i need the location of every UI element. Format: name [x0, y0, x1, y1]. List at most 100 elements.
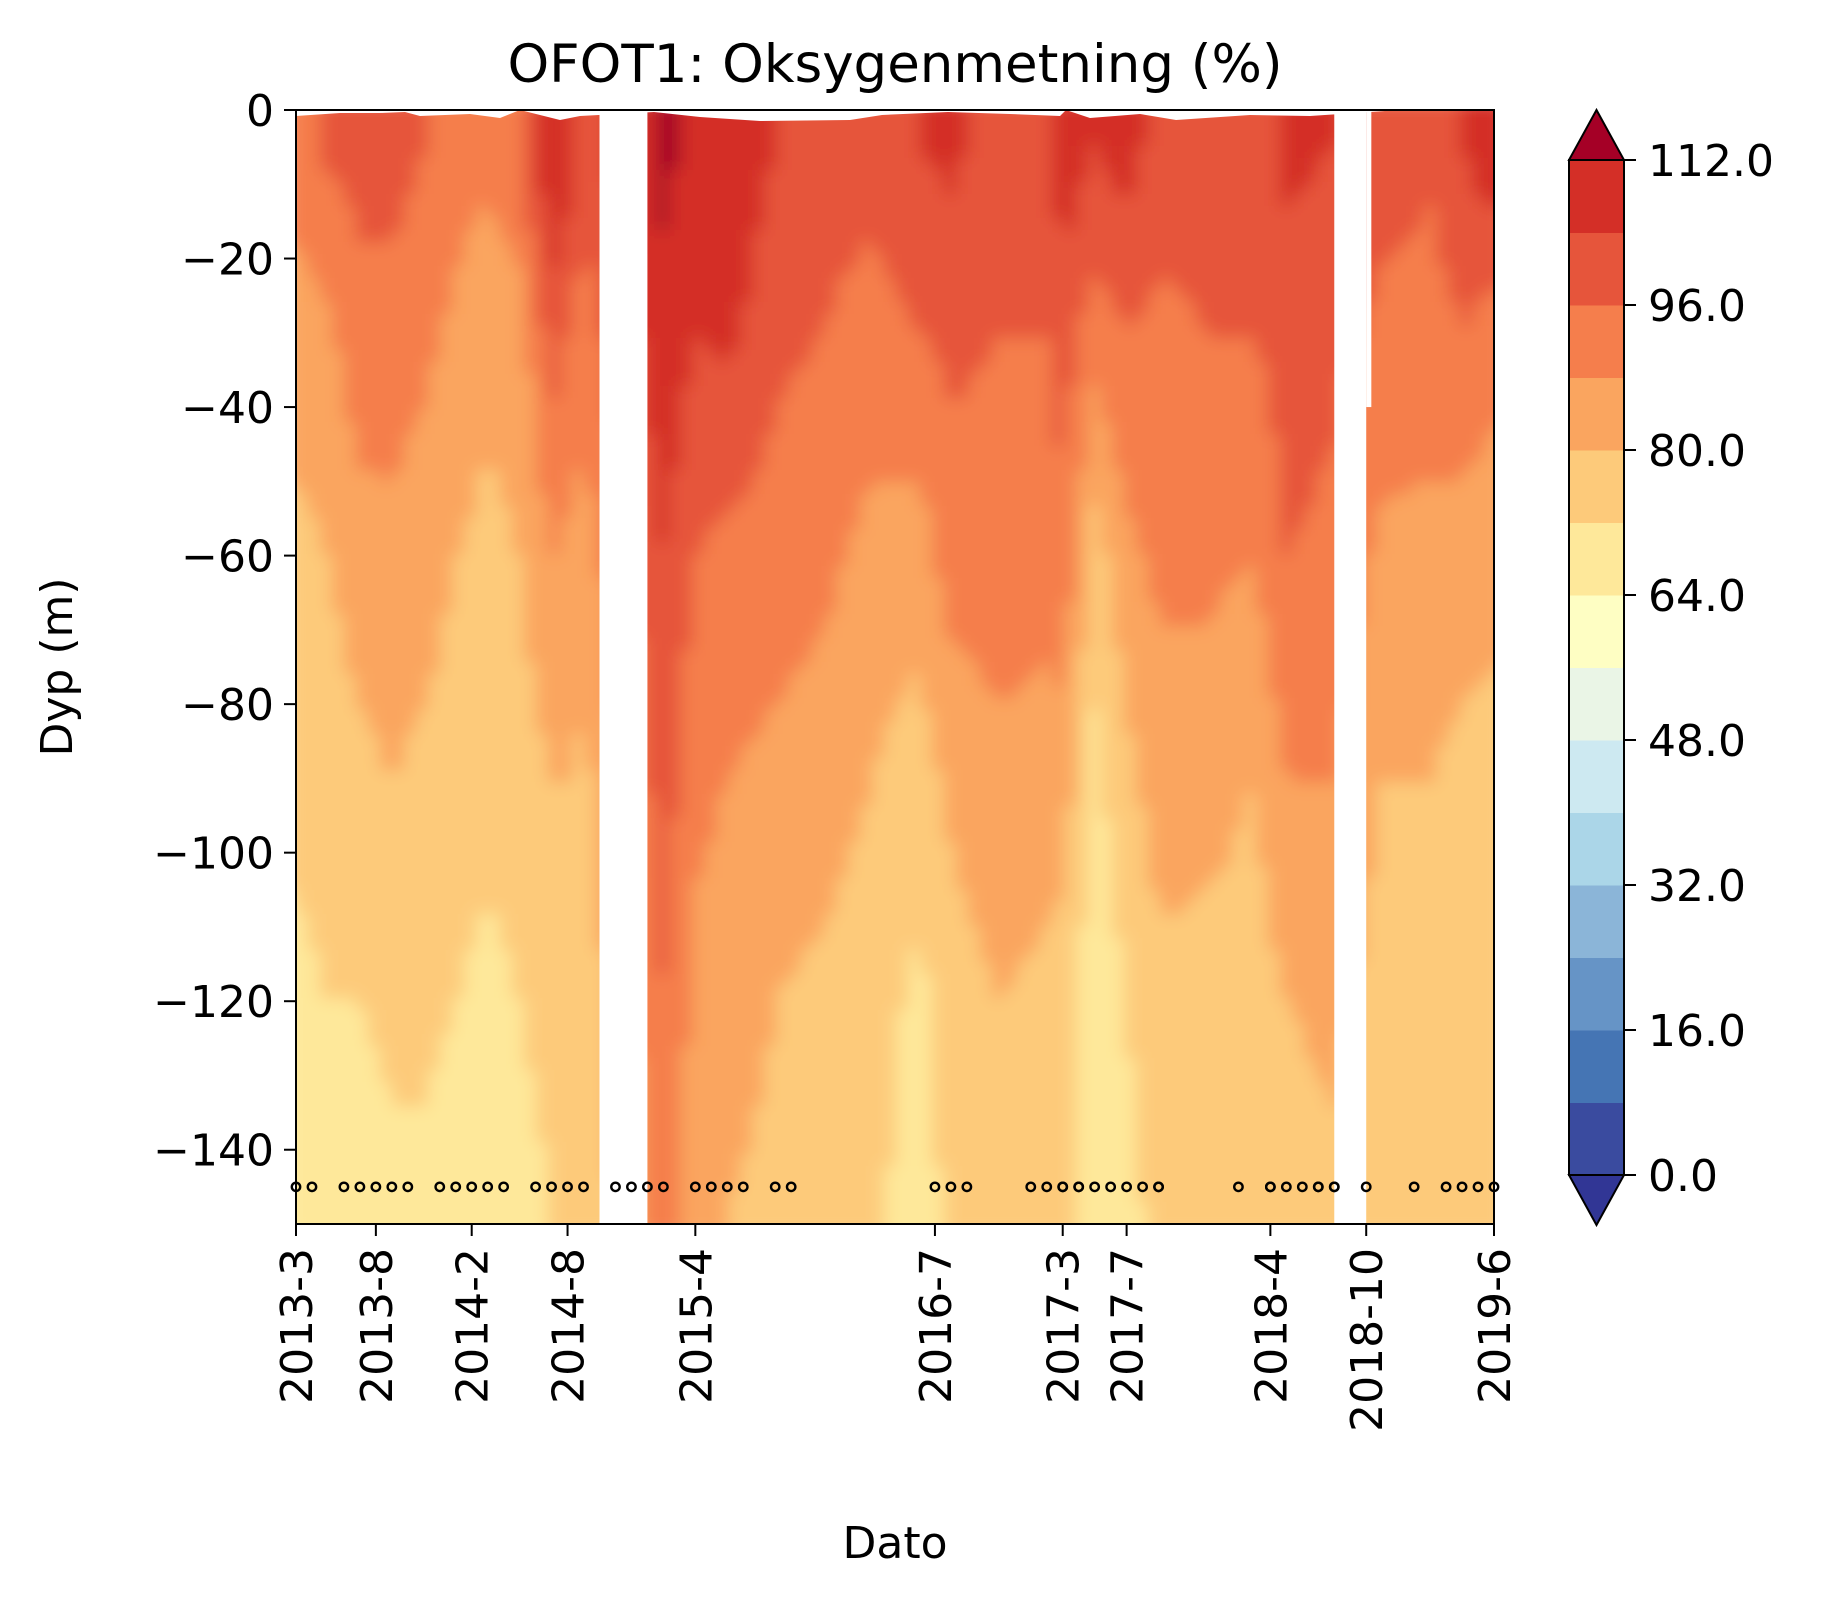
- heat-cell: [716, 1070, 729, 1083]
- heat-cell: [524, 518, 537, 531]
- heat-cell: [872, 890, 885, 903]
- heat-cell: [500, 1022, 513, 1035]
- heat-cell: [500, 1226, 513, 1239]
- heat-cell: [668, 446, 681, 459]
- heat-cell: [320, 434, 333, 447]
- heat-cell: [320, 938, 333, 951]
- heat-cell: [428, 554, 441, 567]
- heat-cell: [560, 962, 573, 975]
- heat-cell: [752, 386, 765, 399]
- heat-cell: [452, 998, 465, 1011]
- heat-cell: [800, 746, 813, 759]
- heat-cell: [356, 1190, 369, 1203]
- heat-cell: [884, 1106, 897, 1119]
- heat-cell: [392, 170, 405, 183]
- heat-cell: [440, 434, 453, 447]
- heat-cell: [548, 674, 561, 687]
- heat-cell: [356, 1214, 369, 1224]
- heat-cell: [752, 542, 765, 555]
- heat-cell: [440, 926, 453, 939]
- heat-cell: [344, 446, 357, 459]
- heat-cell: [800, 470, 813, 483]
- heat-cell: [452, 266, 465, 279]
- heat-cell: [848, 266, 861, 279]
- heat-cell: [500, 266, 513, 279]
- heat-cell: [548, 614, 561, 627]
- heat-cell: [368, 938, 381, 951]
- heat-cell: [884, 1166, 897, 1179]
- heat-cell: [548, 110, 561, 123]
- heat-cell: [788, 254, 801, 267]
- heat-cell: [716, 398, 729, 411]
- heat-cell: [452, 1190, 465, 1203]
- heat-cell: [656, 1202, 669, 1215]
- heat-cell: [344, 134, 357, 147]
- heat-cell: [800, 734, 813, 747]
- heat-cell: [584, 290, 597, 303]
- heat-cell: [524, 458, 537, 471]
- heat-cell: [524, 710, 537, 723]
- heat-cell: [428, 1130, 441, 1143]
- heat-cell: [560, 122, 573, 135]
- heat-cell: [392, 410, 405, 423]
- heat-cell: [860, 662, 873, 675]
- heat-cell: [812, 338, 825, 351]
- heat-cell: [824, 146, 837, 159]
- heat-cell: [860, 482, 873, 495]
- heat-cell: [668, 614, 681, 627]
- heat-cell: [704, 938, 717, 951]
- heat-cell: [800, 638, 813, 651]
- heat-cell: [380, 506, 393, 519]
- heat-cell: [776, 698, 789, 711]
- heat-cell: [668, 482, 681, 495]
- heat-cell: [380, 650, 393, 663]
- heat-cell: [848, 1214, 861, 1224]
- heat-cell: [320, 146, 333, 159]
- heat-cell: [836, 398, 849, 411]
- heat-cell: [320, 1130, 333, 1143]
- heat-cell: [824, 494, 837, 507]
- heat-cell: [524, 638, 537, 651]
- heat-cell: [524, 1130, 537, 1143]
- heat-cell: [368, 1118, 381, 1131]
- heat-cell: [896, 1142, 909, 1155]
- heat-cell: [836, 830, 849, 843]
- heat-cell: [296, 434, 309, 447]
- heat-cell: [680, 134, 693, 147]
- heat-cell: [692, 554, 705, 567]
- heat-cell: [692, 158, 705, 171]
- heat-cell: [584, 1118, 597, 1131]
- heat-cell: [440, 974, 453, 987]
- heat-cell: [320, 626, 333, 639]
- heat-cell: [296, 446, 309, 459]
- heat-cell: [368, 1214, 381, 1224]
- heat-cell: [788, 854, 801, 867]
- heat-cell: [464, 410, 477, 423]
- heat-cell: [884, 662, 897, 675]
- heat-cell: [692, 494, 705, 507]
- heat-cell: [656, 302, 669, 315]
- heat-cell: [512, 494, 525, 507]
- heat-cell: [332, 1070, 345, 1083]
- heat-cell: [464, 842, 477, 855]
- heat-cell: [308, 266, 321, 279]
- heat-cell: [860, 926, 873, 939]
- heat-cell: [776, 902, 789, 915]
- heat-cell: [728, 866, 741, 879]
- heat-cell: [800, 686, 813, 699]
- heat-cell: [560, 1214, 573, 1224]
- heat-cell: [440, 1010, 453, 1023]
- heat-cell: [416, 494, 429, 507]
- heat-cell: [464, 758, 477, 771]
- heat-cell: [380, 1190, 393, 1203]
- heat-cell: [488, 830, 501, 843]
- heat-cell: [776, 326, 789, 339]
- heat-cell: [848, 422, 861, 435]
- heat-cell: [680, 1046, 693, 1059]
- heat-cell: [560, 374, 573, 387]
- heat-cell: [800, 122, 813, 135]
- heat-cell: [752, 962, 765, 975]
- heat-cell: [848, 914, 861, 927]
- heat-cell: [392, 314, 405, 327]
- heat-cell: [656, 1118, 669, 1131]
